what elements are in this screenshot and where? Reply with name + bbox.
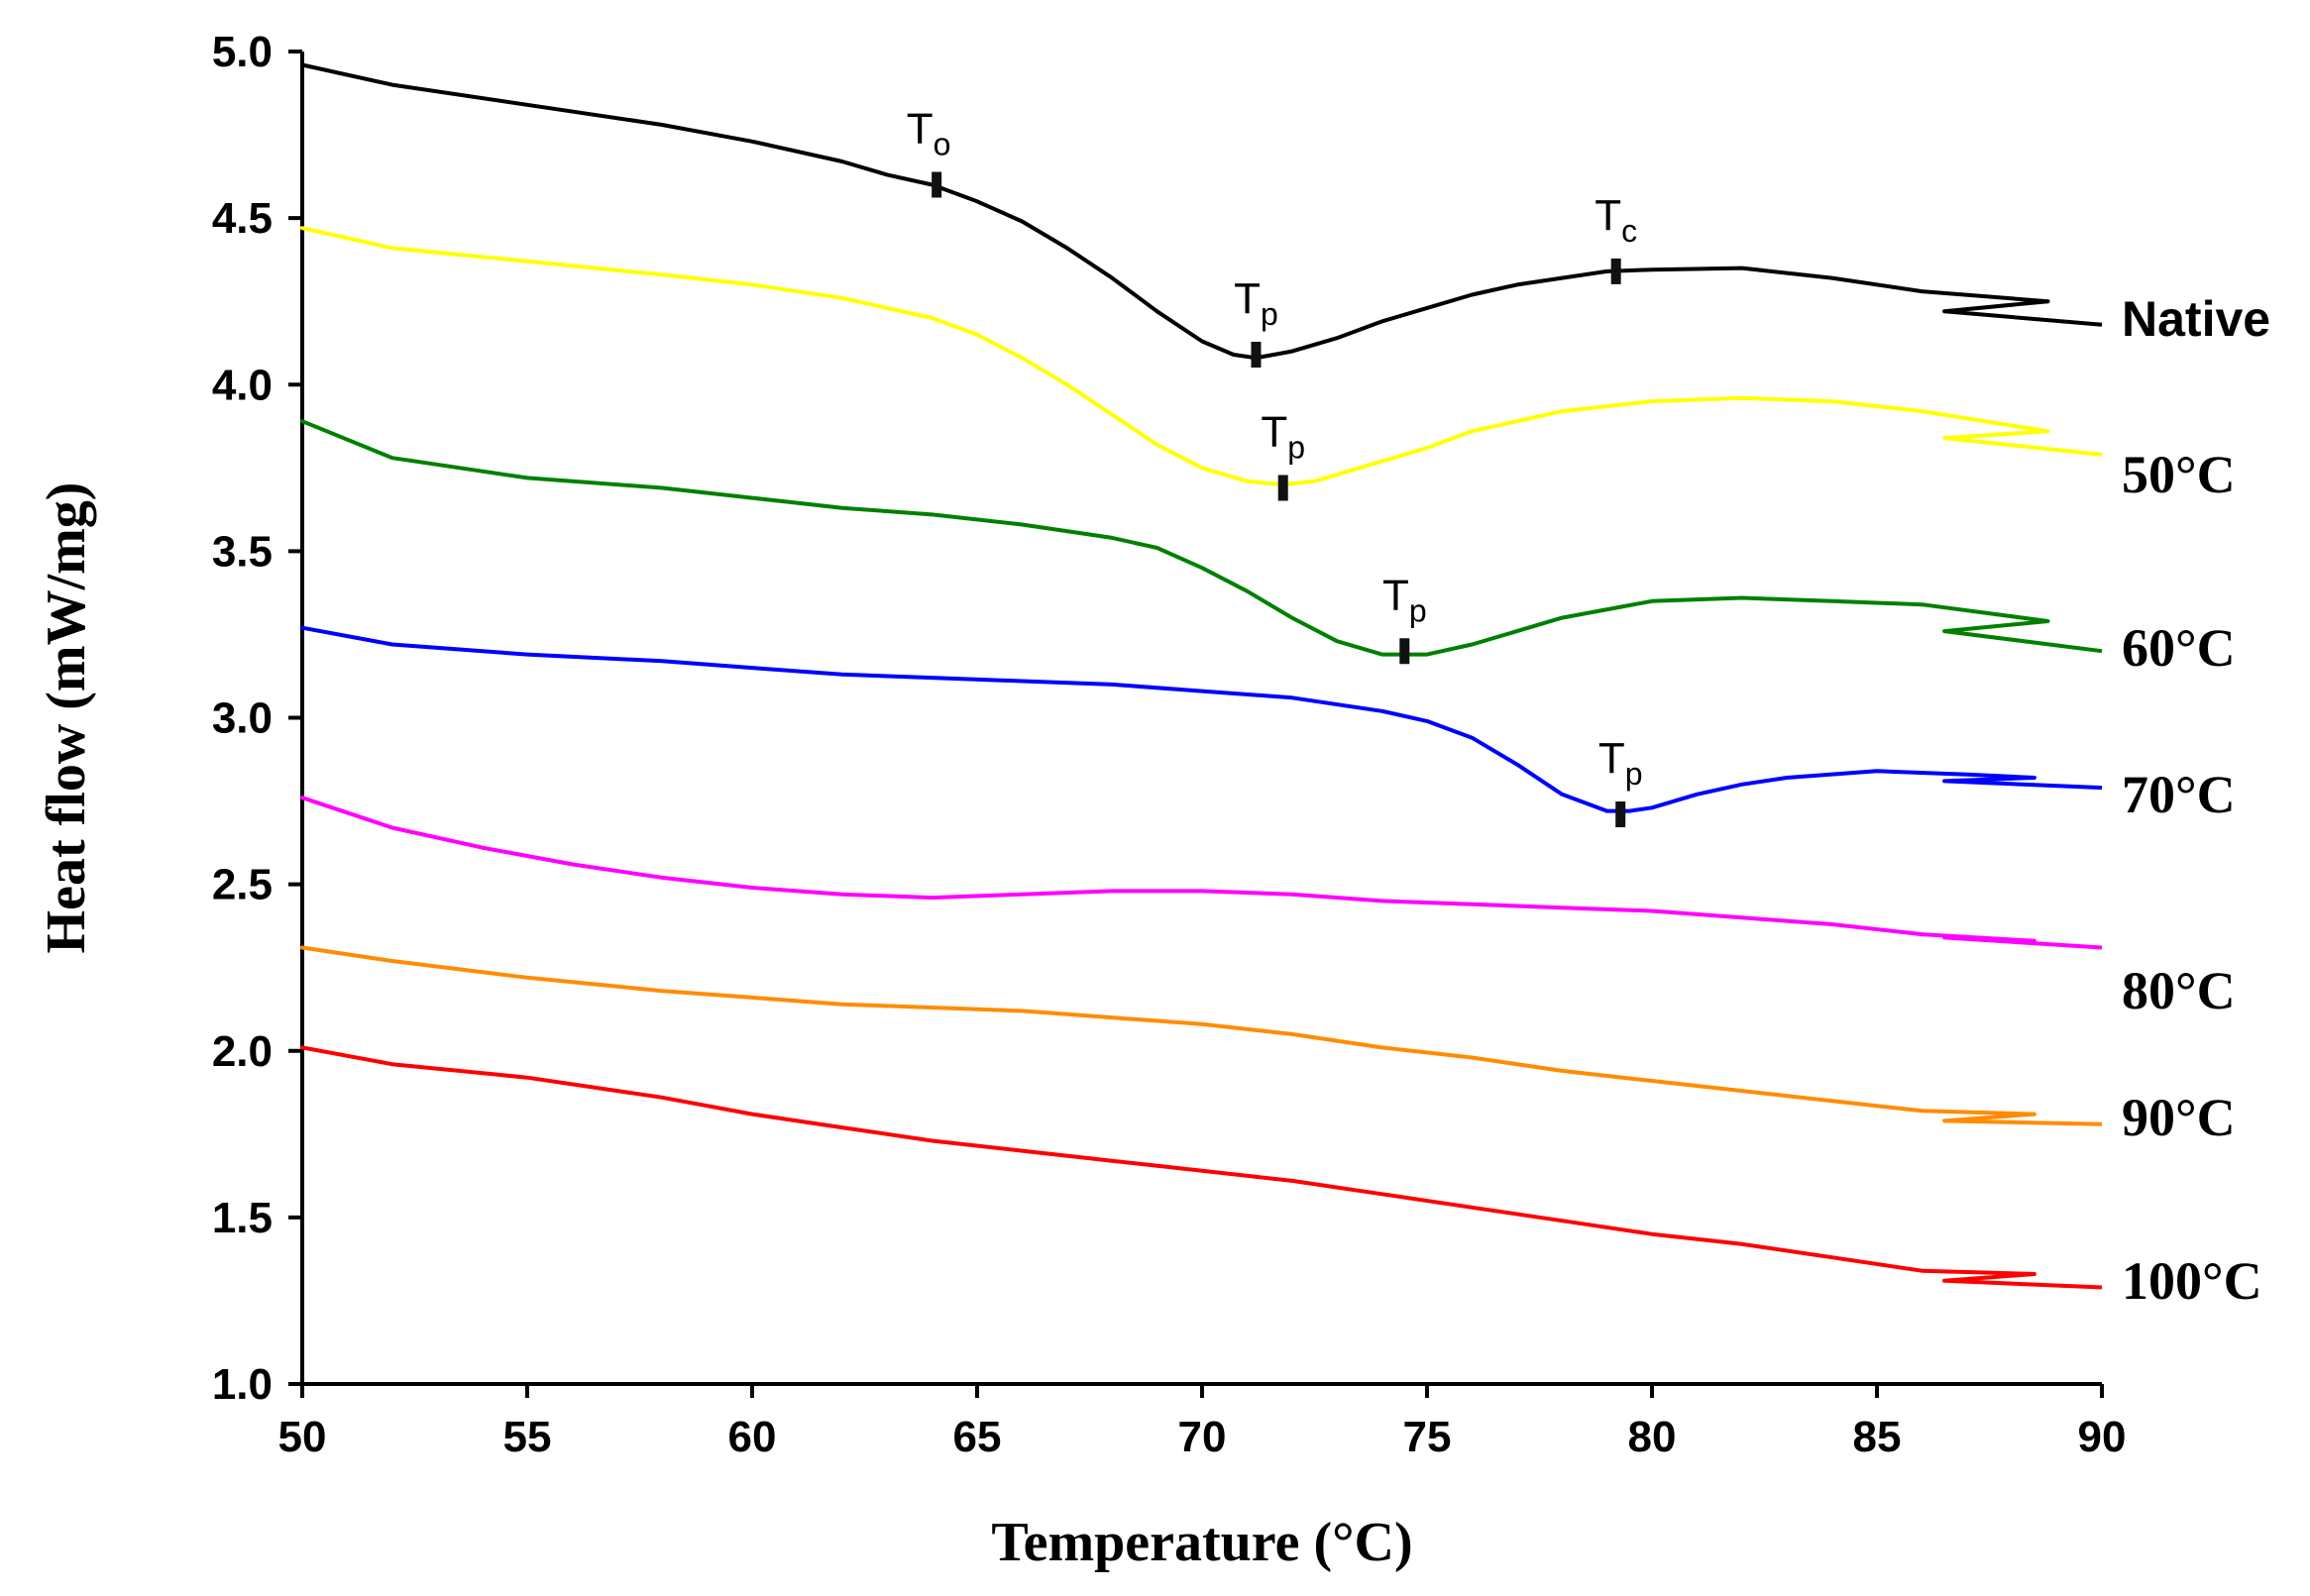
- x-tick-label: 90: [2078, 1413, 2127, 1461]
- x-tick-label: 50: [278, 1413, 327, 1461]
- transition-subscript: o: [934, 127, 951, 162]
- x-tick-label: 80: [1628, 1413, 1677, 1461]
- transition-label: Tp: [1598, 734, 1643, 792]
- x-tick-label: 55: [503, 1413, 552, 1461]
- y-tick-label: 3.5: [212, 527, 273, 576]
- transition-subscript: p: [1287, 429, 1305, 465]
- transition-marker: [1399, 638, 1410, 665]
- transition-label: Tp: [1261, 407, 1305, 465]
- series-tail-100c: [1942, 1272, 2103, 1290]
- series-layer: [300, 62, 2103, 1290]
- x-tick-label: 65: [953, 1413, 1002, 1461]
- series-tail-60c: [1942, 619, 2103, 654]
- annotation-layer: To Tp Tc Tp Tp Tp: [907, 105, 1643, 828]
- series-label: 90°C: [2122, 1088, 2236, 1147]
- transition-label: Tp: [1382, 571, 1427, 628]
- y-tick-label: 1.5: [212, 1194, 273, 1242]
- series-label: 70°C: [2122, 765, 2236, 824]
- y-axis-title: Heat flow (mW/mg): [36, 482, 97, 954]
- transition-marker: [1277, 475, 1288, 501]
- x-axis-title: Temperature (°C): [991, 1512, 1412, 1573]
- transition-label: Tc: [1595, 191, 1637, 249]
- transition-subscript: p: [1625, 756, 1643, 792]
- axes: 50 55 60 65 70 75 80 85 90 1.0 1.5 2.0 2.5 3.0 3.5 4.0 4…: [212, 28, 2127, 1461]
- series-line-90c: [300, 945, 2036, 1117]
- transition-label: To: [907, 105, 951, 162]
- y-tick-label: 4.5: [212, 194, 273, 243]
- series-tail-native: [1942, 299, 2103, 327]
- series-tail-50c: [1942, 429, 2103, 457]
- series-line-50c: [300, 226, 2050, 487]
- series-line-70c: [300, 625, 2036, 813]
- transition-subscript: p: [1409, 592, 1427, 628]
- transition-label: Tp: [1234, 274, 1278, 332]
- transition-marker: [932, 171, 942, 198]
- x-tick-label: 70: [1178, 1413, 1227, 1461]
- y-tick-label: 1.0: [212, 1360, 273, 1409]
- x-tick-label: 85: [1853, 1413, 1902, 1461]
- series-label: 100°C: [2122, 1251, 2262, 1311]
- series-label: 80°C: [2122, 961, 2236, 1020]
- series-tail-80c: [1942, 935, 2103, 950]
- series-line-80c: [300, 796, 2036, 943]
- y-tick-label: 2.5: [212, 861, 273, 909]
- x-tick-label: 60: [728, 1413, 777, 1461]
- x-tick-label: 75: [1403, 1413, 1452, 1461]
- transition-subscript: c: [1621, 213, 1637, 249]
- y-tick-label: 4.0: [212, 361, 273, 409]
- series-line-60c: [300, 419, 2050, 657]
- series-line-100c: [300, 1045, 2036, 1276]
- y-tick-label: 5.0: [212, 28, 273, 76]
- series-label: 60°C: [2122, 618, 2236, 678]
- series-labels: Native 50°C 60°C 70°C 80°C 90°C 100°C: [2122, 291, 2270, 1311]
- y-tick-label: 2.0: [212, 1027, 273, 1076]
- y-tick-label: 3.0: [212, 694, 273, 743]
- transition-subscript: p: [1261, 296, 1278, 332]
- series-label: Native: [2122, 291, 2270, 347]
- transition-marker: [1610, 258, 1621, 284]
- transition-marker: [1615, 801, 1626, 828]
- transition-marker: [1251, 341, 1262, 368]
- series-label: 50°C: [2122, 445, 2236, 504]
- series-line-native: [300, 62, 2050, 361]
- series-tail-90c: [1942, 1112, 2103, 1126]
- series-tail-70c: [1942, 776, 2103, 791]
